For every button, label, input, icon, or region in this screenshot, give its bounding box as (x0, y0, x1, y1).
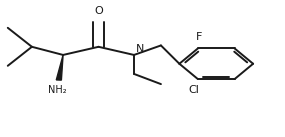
Text: NH₂: NH₂ (48, 85, 67, 95)
Text: Cl: Cl (188, 85, 199, 95)
Text: F: F (196, 32, 202, 42)
Text: O: O (94, 6, 103, 16)
Text: N: N (135, 44, 144, 54)
Polygon shape (56, 55, 63, 80)
